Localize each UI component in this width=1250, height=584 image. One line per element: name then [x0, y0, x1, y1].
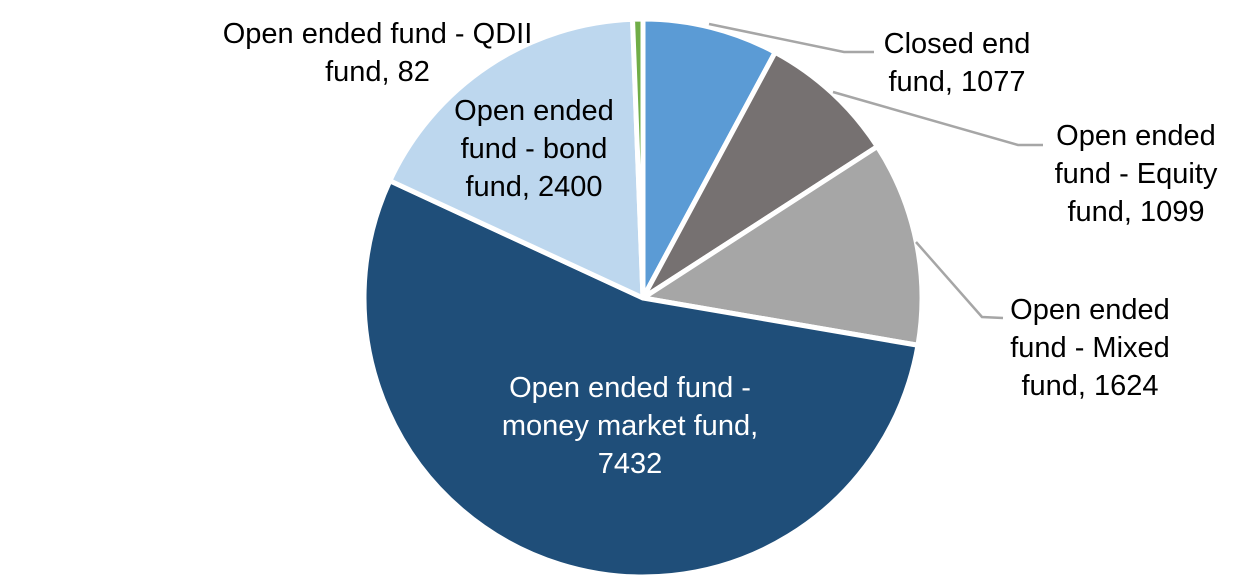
data-label-open-ended-fund-bond-fund: Open ended fund - bond fund, 2400	[434, 92, 634, 206]
data-label-open-ended-fund-equity-fund: Open ended fund - Equity fund, 1099	[1036, 117, 1236, 231]
leader-line-open-ended-fund-mixed-fund	[915, 241, 1004, 320]
data-label-line: fund, 82	[325, 56, 430, 88]
leader-line-open-ended-fund-equity-fund	[832, 90, 1043, 147]
data-label-line: Open ended	[454, 95, 614, 127]
data-label-line: money market fund,	[501, 410, 759, 442]
pie-slice-open-ended-fund-qdii-fund	[630, 16, 646, 301]
data-label-open-ended-fund-money-market-fund: Open ended fund - money market fund, 7432	[455, 369, 805, 483]
data-label-line: Open ended	[1056, 120, 1216, 152]
data-label-line: fund, 1624	[1021, 370, 1159, 402]
pie-slice-closed-end-fund	[640, 16, 778, 301]
data-label-line: fund - bond	[460, 133, 608, 165]
leader-line-closed-end-fund	[708, 22, 874, 54]
data-label-closed-end-fund: Closed end fund, 1077	[857, 25, 1057, 101]
data-label-line: Closed end	[883, 28, 1031, 60]
data-label-line: Open ended	[1010, 294, 1170, 326]
data-label-open-ended-fund-qdii-fund: Open ended fund - QDII fund, 82	[205, 15, 550, 91]
data-label-line: fund, 2400	[465, 171, 603, 203]
data-label-line: fund, 1077	[888, 66, 1026, 98]
data-label-line: fund, 1099	[1067, 196, 1205, 228]
data-label-open-ended-fund-mixed-fund: Open ended fund - Mixed fund, 1624	[990, 291, 1190, 405]
pie-slice-open-ended-fund-money-market-fund	[361, 178, 921, 580]
data-label-line: Open ended fund -	[509, 372, 751, 404]
data-label-line: Open ended fund - QDII	[222, 18, 533, 50]
data-label-line: fund - Mixed	[1010, 332, 1170, 364]
pie-slice-open-ended-fund-equity-fund	[640, 49, 880, 301]
data-label-line: 7432	[597, 448, 663, 480]
data-label-line: fund - Equity	[1054, 158, 1218, 190]
pie-slice-open-ended-fund-bond-fund	[387, 16, 646, 301]
